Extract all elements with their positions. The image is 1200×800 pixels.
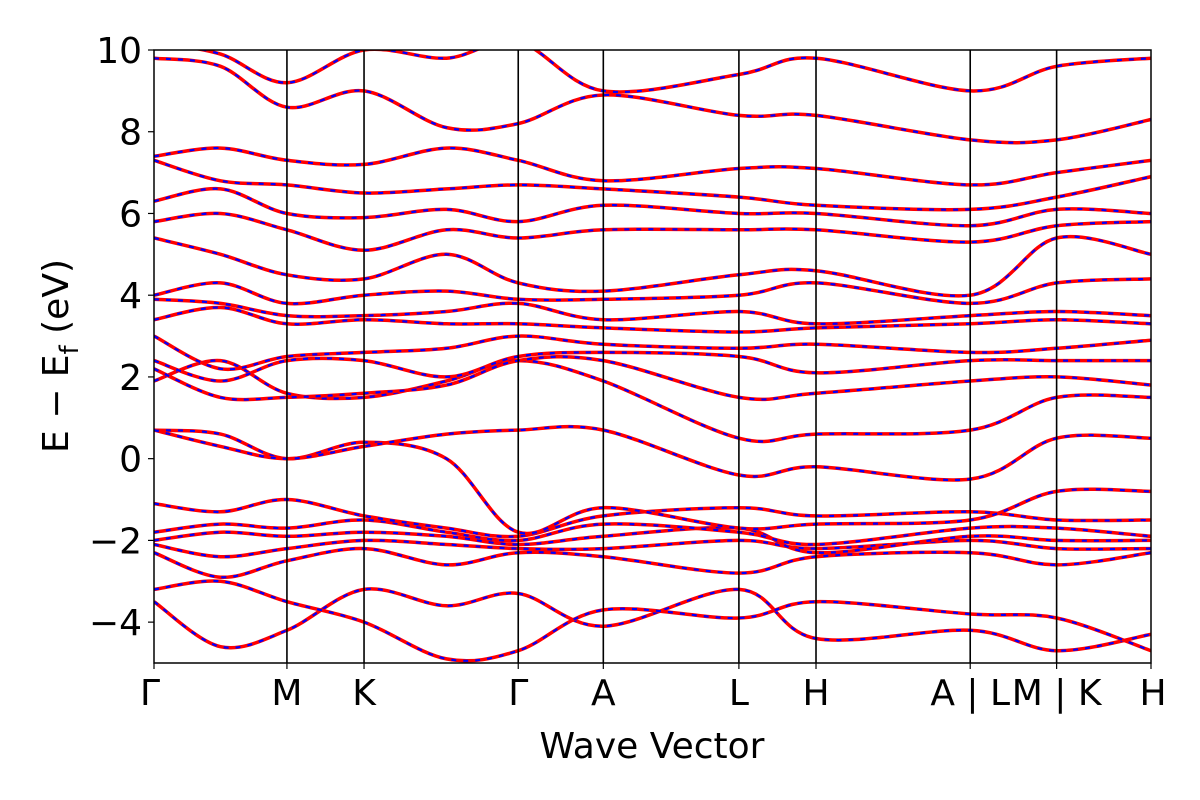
y-axis-label-unit: (eV) xyxy=(36,259,77,345)
y-tick-label-6: 6 xyxy=(119,194,142,235)
y-tick-label-4: 2 xyxy=(119,358,142,399)
band-5-solid-line xyxy=(154,525,1151,555)
x-tick-label-2: M xyxy=(271,673,302,714)
x-tick-label-9: M | K xyxy=(1012,673,1103,714)
band-3-solid-line xyxy=(154,546,1151,579)
band-9-solid-line xyxy=(154,424,1151,482)
y-tick-label-2: −2 xyxy=(89,521,142,562)
x-tick-label-3: K xyxy=(352,673,377,714)
band-18-solid-line xyxy=(154,211,1151,252)
band-9-dashed-line xyxy=(154,425,1151,482)
band-1-solid-line xyxy=(154,587,1151,653)
x-tick-label-4: Γ xyxy=(508,673,528,714)
y-axis-label: E − Ef (eV) xyxy=(36,259,85,453)
plot-frame xyxy=(153,49,1152,664)
y-tick-label-5: 4 xyxy=(119,276,142,317)
band-23-dashed-line xyxy=(198,50,1151,94)
band-22-dashed-line xyxy=(154,57,1151,144)
band-17-dashed-line xyxy=(154,235,1151,298)
band-12-dashed-line xyxy=(154,351,1151,383)
y-tick-label-8: 10 xyxy=(96,31,142,72)
band-17-solid-line xyxy=(154,234,1151,298)
x-tick-label-5: A xyxy=(591,673,616,714)
band-11-dashed-line xyxy=(154,355,1151,401)
y-axis-label-main: E − E xyxy=(36,354,77,453)
band-19-dashed-line xyxy=(154,187,1151,227)
y-tick-label-3: 0 xyxy=(119,440,142,481)
band-8-dashed-line xyxy=(154,429,1151,535)
band-4-solid-line xyxy=(154,538,1151,559)
x-tick-label-1: Γ xyxy=(140,673,160,714)
band-20-solid-line xyxy=(154,158,1151,212)
x-tick-label-6: L xyxy=(729,673,749,714)
y-axis-label-subscript: f xyxy=(55,344,85,354)
y-axis-ticks: −4 −2 0 2 4 6 8 10 xyxy=(89,31,154,644)
band-18-dashed-line xyxy=(154,212,1151,252)
band-21-solid-line xyxy=(154,146,1151,187)
band-3-dashed-line xyxy=(154,547,1151,579)
x-tick-label-10: H xyxy=(1139,673,1166,714)
y-tick-label-7: 8 xyxy=(119,113,142,154)
y-tick-label-1: −4 xyxy=(89,603,142,644)
band-lines xyxy=(154,50,1151,663)
x-tick-label-8: A | L xyxy=(930,673,1010,714)
band-23-solid-line xyxy=(195,50,1151,94)
band-14-solid-line xyxy=(154,305,1151,334)
x-tick-label-7: H xyxy=(802,673,829,714)
high-symmetry-lines xyxy=(286,50,1058,663)
x-axis-label: Wave Vector xyxy=(540,726,765,767)
